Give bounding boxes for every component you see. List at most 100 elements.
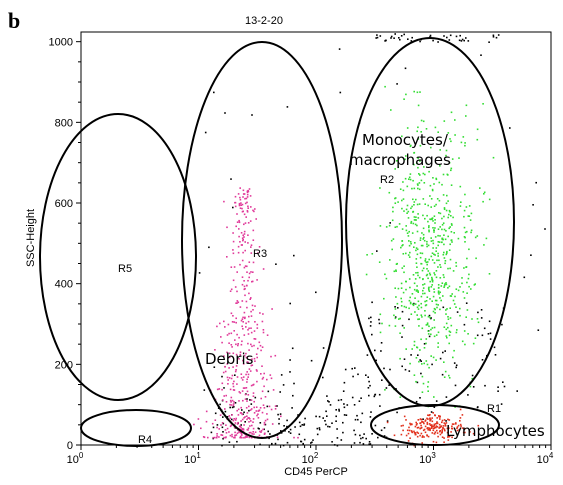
event-dot-r3 <box>229 434 232 437</box>
event-dot-r3 <box>250 331 253 334</box>
event-dot-r3 <box>247 234 249 236</box>
event-dot-r3 <box>255 353 258 355</box>
event-dot-r3 <box>251 364 254 366</box>
event-dot-r2 <box>430 198 433 200</box>
background-event-dot <box>449 34 452 37</box>
event-dot-r2 <box>450 231 453 233</box>
event-dot-r3 <box>257 410 260 412</box>
background-event-dot <box>394 306 396 308</box>
event-dot-r2 <box>413 216 416 218</box>
gate-label-r4: R4 <box>138 434 152 446</box>
event-dot-r3 <box>220 434 222 436</box>
event-dot-r3 <box>218 388 221 390</box>
background-event-dot <box>254 396 257 399</box>
event-dot-r1 <box>407 432 410 435</box>
event-dot-r1 <box>426 423 429 425</box>
event-dot-r2 <box>468 285 470 288</box>
event-dot-r2 <box>407 254 410 256</box>
event-dot-r1 <box>402 424 404 427</box>
event-dot-r3 <box>227 379 229 381</box>
event-dot-r3 <box>252 418 255 420</box>
event-dot-r3 <box>270 355 272 358</box>
background-event-dot <box>353 404 356 406</box>
event-dot-r2 <box>443 228 446 231</box>
event-dot-r3 <box>243 354 246 357</box>
background-event-dot <box>493 346 496 349</box>
background-event-dot <box>445 396 448 398</box>
event-dot-r1 <box>422 429 425 432</box>
event-dot-r3 <box>245 387 248 389</box>
event-dot-r1 <box>424 425 427 428</box>
event-dot-r3 <box>205 420 208 423</box>
background-event-dot <box>233 406 235 408</box>
background-event-dot <box>301 424 304 426</box>
background-event-dot <box>259 443 261 446</box>
background-event-dot <box>369 384 371 387</box>
background-event-dot <box>403 358 406 360</box>
background-event-dot <box>251 114 253 116</box>
event-dot-r2 <box>424 300 426 303</box>
event-dot-r2 <box>421 232 423 234</box>
event-dot-r2 <box>402 291 405 294</box>
event-dot-r2 <box>409 286 411 289</box>
background-event-dot <box>365 437 367 440</box>
event-dot-r3 <box>253 344 255 347</box>
background-event-dot <box>419 40 421 43</box>
event-dot-r2 <box>437 255 439 257</box>
event-dot-r2 <box>403 305 406 308</box>
event-dot-r3 <box>239 435 242 438</box>
event-dot-r2 <box>450 169 452 172</box>
event-dot-r2 <box>422 198 425 200</box>
event-dot-r2 <box>401 207 403 210</box>
background-event-dot <box>471 374 474 377</box>
background-event-dot <box>415 400 418 403</box>
event-dot-r3 <box>238 204 241 207</box>
event-dot-r1 <box>433 427 435 430</box>
event-dot-r2 <box>417 138 420 140</box>
event-dot-r2 <box>435 299 438 302</box>
event-dot-r2 <box>446 308 448 310</box>
event-dot-r3 <box>242 196 244 198</box>
event-dot-r2 <box>432 295 435 298</box>
background-event-dot <box>246 398 248 400</box>
background-event-dot <box>477 311 479 314</box>
event-dot-r3 <box>241 237 244 239</box>
background-event-dot <box>329 404 332 406</box>
event-dot-r3 <box>257 252 259 254</box>
event-dot-r1 <box>420 418 423 421</box>
event-dot-r2 <box>447 216 449 219</box>
event-dot-r3 <box>229 417 231 419</box>
event-dot-r2 <box>399 317 401 320</box>
event-dot-r2 <box>378 261 381 263</box>
event-dot-r3 <box>232 279 235 282</box>
event-dot-r2 <box>384 85 386 88</box>
event-dot-r1 <box>459 408 462 411</box>
background-event-dot <box>394 316 397 318</box>
event-dot-r2 <box>432 227 434 229</box>
background-event-dot <box>489 332 492 335</box>
event-dot-r2 <box>394 308 397 310</box>
event-dot-r1 <box>434 423 437 425</box>
background-event-dot <box>407 38 409 40</box>
event-dot-r3 <box>240 406 242 409</box>
event-dot-r1 <box>411 431 413 433</box>
x-tick-label: 103 <box>419 451 436 466</box>
background-event-dot <box>481 359 484 361</box>
event-dot-r3 <box>243 285 246 288</box>
event-dot-r2 <box>449 243 451 246</box>
event-dot-r1 <box>458 429 460 431</box>
event-dot-r3 <box>237 421 239 424</box>
event-dot-r2 <box>415 357 418 359</box>
event-dot-r2 <box>421 244 424 247</box>
background-event-dot <box>448 39 451 41</box>
background-event-dot <box>336 444 339 447</box>
event-dot-r2 <box>437 228 440 230</box>
event-dot-r2 <box>417 166 419 169</box>
background-event-dot <box>343 414 346 416</box>
event-dot-r2 <box>463 267 465 269</box>
event-dot-r1 <box>432 412 434 414</box>
background-event-dot <box>303 424 305 426</box>
background-event-dot <box>455 366 457 369</box>
event-dot-r2 <box>417 308 420 310</box>
event-dot-r3 <box>243 233 246 235</box>
